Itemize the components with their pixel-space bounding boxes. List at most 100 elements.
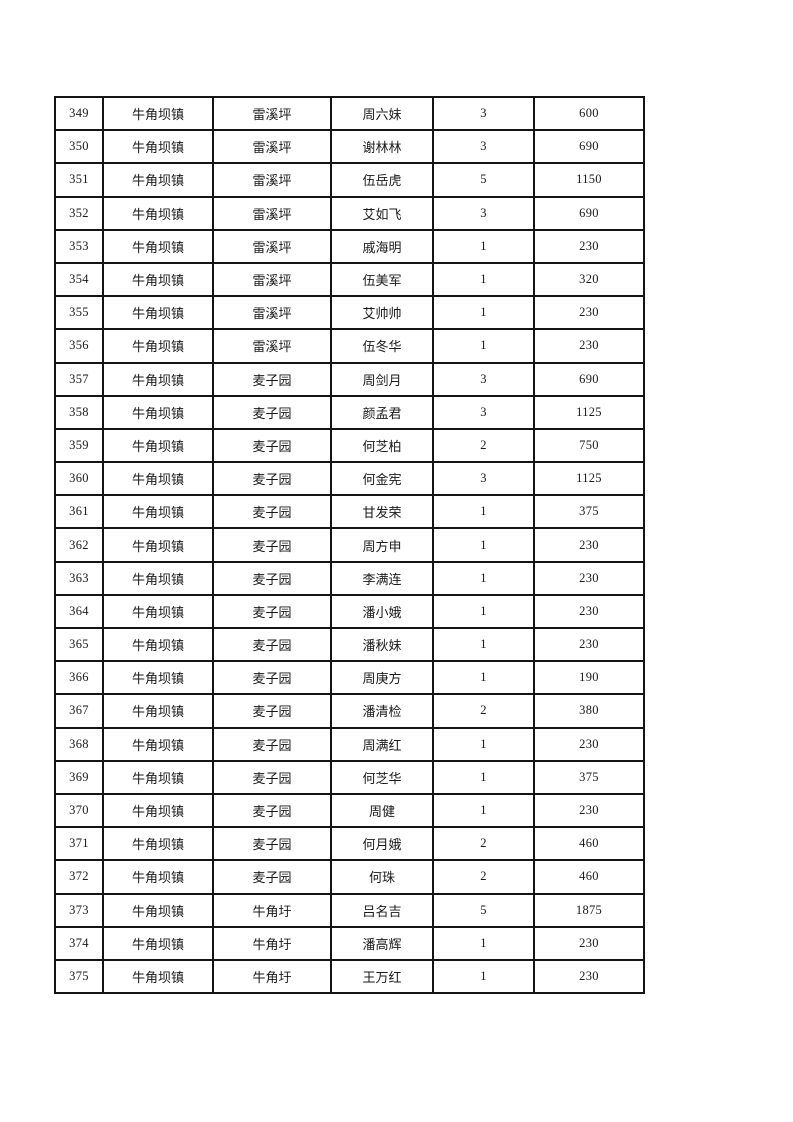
cell-amount: 600 bbox=[533, 95, 645, 132]
cell-row-number: 369 bbox=[54, 759, 104, 795]
cell-town: 牛角坝镇 bbox=[102, 162, 214, 198]
cell-count: 1 bbox=[432, 726, 535, 762]
table-row: 357 牛角坝镇 麦子园 周剑月 3 690 bbox=[54, 361, 645, 397]
cell-name: 潘高辉 bbox=[330, 925, 434, 961]
cell-count: 2 bbox=[432, 693, 535, 729]
cell-amount: 230 bbox=[533, 792, 645, 829]
cell-row-number: 350 bbox=[54, 129, 104, 165]
cell-village: 雷溪坪 bbox=[212, 328, 332, 364]
cell-amount: 1125 bbox=[533, 394, 645, 430]
table-row: 355 牛角坝镇 雷溪坪 艾帅帅 1 230 bbox=[54, 295, 645, 331]
cell-village: 雷溪坪 bbox=[212, 228, 332, 264]
cell-row-number: 367 bbox=[54, 693, 104, 729]
cell-amount: 230 bbox=[533, 527, 645, 563]
cell-row-number: 365 bbox=[54, 626, 104, 663]
table-row: 358 牛角坝镇 麦子园 颜孟君 3 1125 bbox=[54, 394, 645, 430]
table-row: 360 牛角坝镇 麦子园 何金宪 3 1125 bbox=[54, 461, 645, 497]
table-row: 374 牛角坝镇 牛角圩 潘高辉 1 230 bbox=[54, 925, 645, 961]
table-row: 368 牛角坝镇 麦子园 周满红 1 230 bbox=[54, 726, 645, 762]
cell-amount: 460 bbox=[533, 859, 645, 895]
table-row: 350 牛角坝镇 雷溪坪 谢林林 3 690 bbox=[54, 129, 645, 165]
cell-town: 牛角坝镇 bbox=[102, 195, 214, 231]
cell-count: 1 bbox=[432, 527, 535, 563]
cell-name: 甘发荣 bbox=[330, 494, 434, 530]
cell-name: 伍冬华 bbox=[330, 328, 434, 364]
cell-village: 雷溪坪 bbox=[212, 195, 332, 231]
cell-row-number: 370 bbox=[54, 792, 104, 829]
cell-amount: 320 bbox=[533, 261, 645, 298]
cell-town: 牛角坝镇 bbox=[102, 859, 214, 895]
cell-row-number: 358 bbox=[54, 394, 104, 430]
table-row: 366 牛角坝镇 麦子园 周庚方 1 190 bbox=[54, 660, 645, 696]
cell-amount: 690 bbox=[533, 129, 645, 165]
cell-village: 牛角圩 bbox=[212, 925, 332, 961]
table-row: 364 牛角坝镇 麦子园 潘小娥 1 230 bbox=[54, 593, 645, 630]
cell-village: 牛角圩 bbox=[212, 892, 332, 928]
cell-town: 牛角坝镇 bbox=[102, 759, 214, 795]
cell-village: 麦子园 bbox=[212, 461, 332, 497]
cell-count: 3 bbox=[432, 95, 535, 132]
cell-name: 李满连 bbox=[330, 560, 434, 596]
cell-town: 牛角坝镇 bbox=[102, 892, 214, 928]
cell-count: 2 bbox=[432, 427, 535, 464]
table-body: 349 牛角坝镇 雷溪坪 周六妹 3 600 350 牛角坝镇 雷溪坪 谢林林 3 690 351 牛角坝… bbox=[54, 95, 645, 995]
cell-name: 颜孟君 bbox=[330, 394, 434, 430]
cell-amount: 230 bbox=[533, 958, 645, 995]
cell-name: 何月娥 bbox=[330, 826, 434, 862]
cell-row-number: 349 bbox=[54, 95, 104, 132]
cell-name: 伍美军 bbox=[330, 261, 434, 298]
cell-count: 1 bbox=[432, 958, 535, 995]
cell-name: 何芝华 bbox=[330, 759, 434, 795]
table-row: 363 牛角坝镇 麦子园 李满连 1 230 bbox=[54, 560, 645, 596]
cell-amount: 750 bbox=[533, 427, 645, 464]
cell-amount: 380 bbox=[533, 693, 645, 729]
cell-row-number: 373 bbox=[54, 892, 104, 928]
cell-village: 麦子园 bbox=[212, 826, 332, 862]
cell-village: 麦子园 bbox=[212, 494, 332, 530]
cell-count: 1 bbox=[432, 494, 535, 530]
cell-count: 1 bbox=[432, 228, 535, 264]
cell-village: 麦子园 bbox=[212, 394, 332, 430]
table-row: 352 牛角坝镇 雷溪坪 艾如飞 3 690 bbox=[54, 195, 645, 231]
table-row: 351 牛角坝镇 雷溪坪 伍岳虎 5 1150 bbox=[54, 162, 645, 198]
cell-amount: 230 bbox=[533, 560, 645, 596]
cell-amount: 690 bbox=[533, 361, 645, 397]
cell-count: 1 bbox=[432, 295, 535, 331]
cell-amount: 1150 bbox=[533, 162, 645, 198]
cell-count: 1 bbox=[432, 560, 535, 596]
cell-village: 雷溪坪 bbox=[212, 162, 332, 198]
cell-row-number: 374 bbox=[54, 925, 104, 961]
cell-village: 雷溪坪 bbox=[212, 95, 332, 132]
cell-town: 牛角坝镇 bbox=[102, 593, 214, 630]
cell-amount: 460 bbox=[533, 826, 645, 862]
cell-row-number: 366 bbox=[54, 660, 104, 696]
cell-name: 周健 bbox=[330, 792, 434, 829]
cell-village: 牛角圩 bbox=[212, 958, 332, 995]
cell-count: 2 bbox=[432, 826, 535, 862]
cell-count: 2 bbox=[432, 859, 535, 895]
cell-town: 牛角坝镇 bbox=[102, 925, 214, 961]
cell-town: 牛角坝镇 bbox=[102, 295, 214, 331]
cell-town: 牛角坝镇 bbox=[102, 560, 214, 596]
cell-amount: 1125 bbox=[533, 461, 645, 497]
cell-row-number: 355 bbox=[54, 295, 104, 331]
cell-count: 5 bbox=[432, 892, 535, 928]
cell-name: 何金宪 bbox=[330, 461, 434, 497]
table-row: 369 牛角坝镇 麦子园 何芝华 1 375 bbox=[54, 759, 645, 795]
roster-table: 349 牛角坝镇 雷溪坪 周六妹 3 600 350 牛角坝镇 雷溪坪 谢林林 3 690 351 牛角坝… bbox=[54, 95, 645, 995]
table-row: 359 牛角坝镇 麦子园 何芝柏 2 750 bbox=[54, 427, 645, 464]
cell-name: 戚海明 bbox=[330, 228, 434, 264]
cell-count: 3 bbox=[432, 461, 535, 497]
cell-town: 牛角坝镇 bbox=[102, 461, 214, 497]
cell-town: 牛角坝镇 bbox=[102, 958, 214, 995]
cell-row-number: 364 bbox=[54, 593, 104, 630]
cell-row-number: 368 bbox=[54, 726, 104, 762]
cell-town: 牛角坝镇 bbox=[102, 394, 214, 430]
cell-row-number: 356 bbox=[54, 328, 104, 364]
cell-count: 3 bbox=[432, 129, 535, 165]
cell-amount: 190 bbox=[533, 660, 645, 696]
cell-amount: 230 bbox=[533, 726, 645, 762]
cell-amount: 375 bbox=[533, 494, 645, 530]
cell-amount: 690 bbox=[533, 195, 645, 231]
